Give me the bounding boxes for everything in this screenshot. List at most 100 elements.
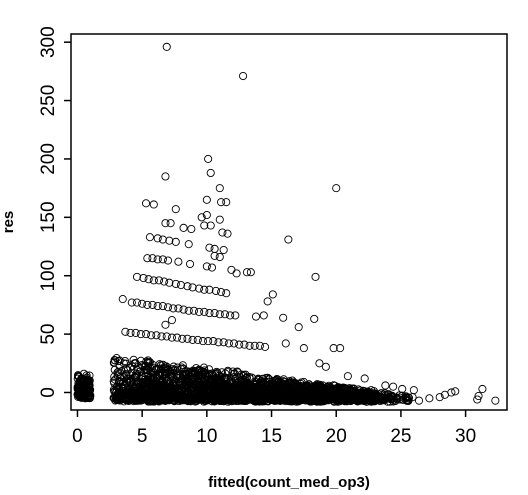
data-point (132, 298, 142, 307)
x-tick-label: 20 (326, 426, 347, 447)
data-point (200, 377, 210, 386)
data-point (82, 373, 91, 382)
data-point (305, 383, 314, 392)
data-point (170, 392, 179, 401)
data-point (158, 302, 167, 311)
data-point (77, 393, 86, 402)
data-point (176, 281, 186, 290)
data-point (138, 299, 147, 308)
data-point (309, 395, 318, 404)
data-point (203, 372, 212, 381)
data-point (149, 276, 158, 285)
data-point (149, 389, 158, 398)
data-point (189, 306, 198, 315)
data-point (194, 384, 203, 393)
data-point (128, 362, 137, 371)
data-point (204, 395, 213, 404)
data-point (160, 277, 169, 286)
data-point (310, 314, 319, 323)
data-point (143, 358, 153, 367)
data-point (359, 394, 368, 403)
data-point (255, 341, 264, 350)
data-point (226, 311, 235, 320)
data-point (340, 384, 349, 393)
data-point (268, 290, 277, 299)
data-point (177, 386, 186, 395)
x-tick-label: 10 (196, 426, 217, 447)
data-point (299, 344, 308, 353)
data-point (156, 361, 165, 370)
data-point (197, 213, 206, 222)
data-point (119, 397, 128, 406)
data-point (311, 272, 320, 281)
data-point (307, 385, 316, 394)
data-point (242, 385, 251, 394)
data-point (111, 356, 120, 365)
data-point (257, 384, 266, 394)
data-point (474, 391, 483, 401)
x-axis-title: fitted(count_med_op3) (208, 474, 370, 491)
data-point (360, 374, 369, 383)
data-point (147, 331, 156, 340)
data-point (110, 365, 119, 374)
data-point (219, 245, 228, 255)
data-point (322, 388, 331, 397)
data-point (86, 392, 95, 401)
data-point (337, 392, 346, 401)
data-point (191, 391, 200, 401)
data-point (447, 388, 456, 397)
data-point (300, 381, 309, 390)
data-point (188, 283, 197, 292)
data-point (85, 380, 94, 389)
data-point (235, 340, 244, 349)
data-point (179, 223, 188, 232)
data-point (215, 252, 224, 262)
data-point (123, 366, 132, 375)
data-point (209, 337, 218, 346)
data-point (200, 285, 209, 294)
data-point (131, 328, 140, 337)
data-point (402, 396, 411, 405)
data-point (173, 333, 182, 342)
data-point (143, 254, 152, 263)
data-point (134, 390, 143, 399)
data-point (171, 279, 180, 288)
data-point (256, 389, 265, 398)
data-point (251, 312, 261, 321)
data-point (222, 198, 231, 207)
data-point (197, 376, 206, 385)
data-point (404, 393, 414, 402)
data-point (151, 388, 160, 397)
data-point (125, 374, 134, 383)
data-point (204, 154, 213, 163)
data-point (224, 339, 233, 348)
data-point (213, 391, 223, 400)
data-point (278, 393, 287, 402)
data-point (332, 184, 341, 193)
y-tick-label: 300 (38, 26, 59, 58)
data-point (177, 395, 186, 404)
y-tick-label: 0 (38, 387, 59, 398)
data-point (261, 393, 270, 402)
data-point (202, 262, 211, 271)
data-point (183, 367, 192, 376)
data-point (206, 221, 215, 230)
data-point (171, 237, 180, 246)
data-point (435, 393, 444, 402)
data-point (165, 236, 174, 245)
x-tick-label: 30 (455, 426, 476, 447)
data-point (154, 276, 164, 285)
data-point (220, 373, 229, 382)
data-point (221, 374, 231, 383)
data-point (222, 289, 231, 298)
data-point (143, 300, 152, 309)
data-point (213, 387, 222, 396)
data-point (451, 387, 460, 396)
data-point (299, 394, 308, 403)
data-point (190, 395, 200, 404)
data-point (320, 384, 329, 393)
data-point (169, 304, 178, 313)
data-point (265, 375, 274, 384)
data-point (291, 388, 300, 398)
data-point (300, 382, 309, 391)
